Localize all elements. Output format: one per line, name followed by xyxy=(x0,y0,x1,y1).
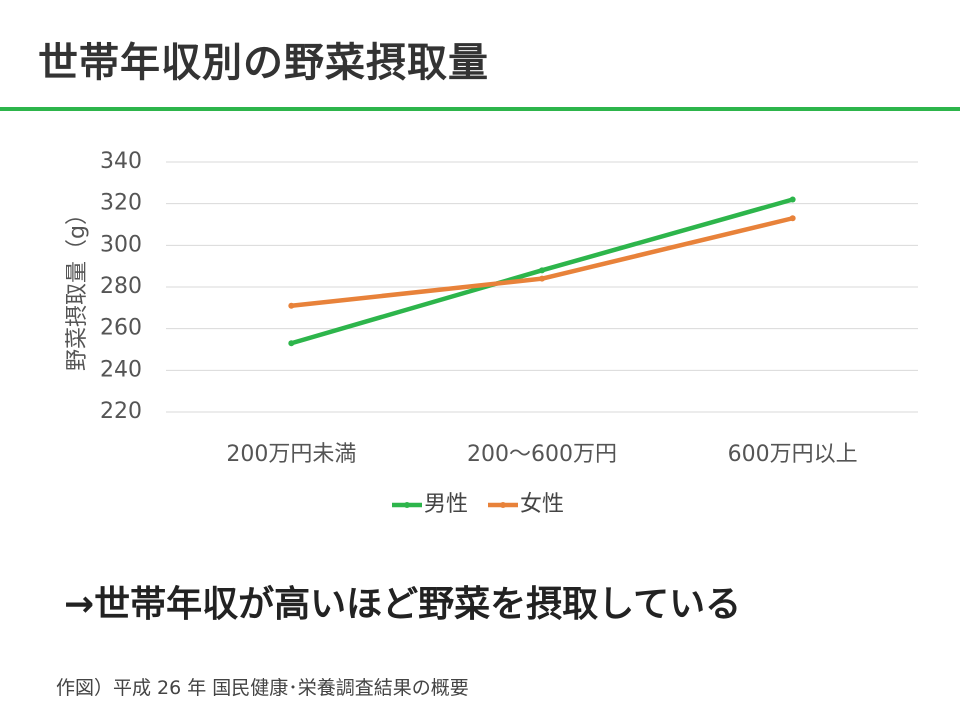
data-point xyxy=(789,215,796,222)
x-tick-label: 200万円未満 xyxy=(226,442,356,467)
x-tick-label: 200～600万円 xyxy=(467,442,617,467)
grid-lines xyxy=(166,161,918,413)
legend: 男性 女性 xyxy=(392,492,564,517)
x-axis-ticks: 200万円未満 200～600万円 600万円以上 xyxy=(226,442,857,467)
y-tick-label: 220 xyxy=(100,399,142,424)
legend-marker xyxy=(404,502,410,508)
data-point xyxy=(288,302,295,309)
line-chart: 220 240 260 280 300 320 340 200万円未満 200～600万円 60… xyxy=(65,149,918,517)
title-divider xyxy=(0,107,960,111)
y-tick-label: 300 xyxy=(100,232,142,257)
y-tick-label: 320 xyxy=(100,191,142,216)
source-note: 作図）平成 26 年 国民健康･栄養調査結果の概要 xyxy=(56,677,469,699)
y-tick-label: 280 xyxy=(100,274,142,299)
x-tick-label: 600万円以上 xyxy=(728,442,858,467)
series-lines xyxy=(288,196,796,347)
y-tick-label: 260 xyxy=(100,316,142,341)
data-point xyxy=(288,340,295,347)
conclusion-text: →世帯年収が高いほど野菜を摂取している xyxy=(64,584,742,625)
legend-label: 女性 xyxy=(520,492,564,517)
y-tick-label: 340 xyxy=(100,149,142,174)
y-axis-ticks: 220 240 260 280 300 320 340 xyxy=(100,149,142,424)
y-axis-title: 野菜摂取量（g） xyxy=(65,203,90,371)
data-point xyxy=(789,196,796,203)
series-line xyxy=(289,216,795,308)
data-point xyxy=(539,267,545,274)
y-tick-label: 240 xyxy=(100,357,142,382)
legend-marker xyxy=(500,502,506,508)
legend-label: 男性 xyxy=(424,492,468,517)
data-point xyxy=(539,275,545,282)
page-title: 世帯年収別の野菜摂取量 xyxy=(38,40,489,86)
